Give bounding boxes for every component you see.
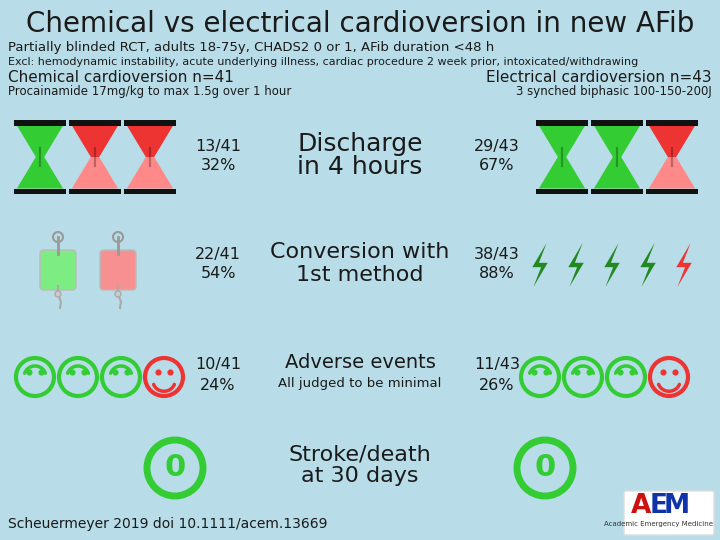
FancyBboxPatch shape <box>40 250 76 290</box>
Bar <box>68 120 121 125</box>
Bar <box>536 120 588 125</box>
Text: 0: 0 <box>534 454 556 483</box>
Polygon shape <box>539 157 585 188</box>
Text: E: E <box>650 493 668 519</box>
Text: Stroke/death: Stroke/death <box>289 444 431 464</box>
Text: Discharge: Discharge <box>297 132 423 156</box>
Polygon shape <box>532 243 548 287</box>
Polygon shape <box>539 125 585 157</box>
Text: 1st method: 1st method <box>296 265 424 285</box>
Text: A: A <box>631 493 651 519</box>
Bar <box>124 120 176 125</box>
Text: 32%: 32% <box>200 158 235 172</box>
Bar <box>68 188 121 194</box>
Text: 29/43: 29/43 <box>474 139 520 154</box>
Polygon shape <box>594 157 640 188</box>
Polygon shape <box>640 243 656 287</box>
Polygon shape <box>17 157 63 188</box>
Polygon shape <box>17 125 63 157</box>
Text: 11/43: 11/43 <box>474 357 520 373</box>
Polygon shape <box>127 157 173 188</box>
Text: Chemical vs electrical cardioversion in new AFib: Chemical vs electrical cardioversion in … <box>26 10 694 38</box>
Text: 54%: 54% <box>200 266 235 280</box>
Text: 24%: 24% <box>200 377 235 393</box>
Text: 88%: 88% <box>479 266 515 280</box>
Text: 67%: 67% <box>480 158 515 172</box>
Text: Chemical cardioversion n=41: Chemical cardioversion n=41 <box>8 71 234 85</box>
Text: 38/43: 38/43 <box>474 247 520 262</box>
Text: at 30 days: at 30 days <box>301 466 419 486</box>
Bar <box>536 188 588 194</box>
Polygon shape <box>72 125 118 157</box>
Text: Excl: hemodynamic instability, acute underlying illness, cardiac procedure 2 wee: Excl: hemodynamic instability, acute und… <box>8 57 638 67</box>
Circle shape <box>115 291 121 297</box>
Text: Electrical cardioversion n=43: Electrical cardioversion n=43 <box>487 71 712 85</box>
Polygon shape <box>676 243 692 287</box>
Bar <box>646 120 698 125</box>
Text: 3 synched biphasic 100-150-200J: 3 synched biphasic 100-150-200J <box>516 84 712 98</box>
Bar <box>590 120 643 125</box>
Polygon shape <box>568 243 584 287</box>
Polygon shape <box>594 125 640 157</box>
Bar <box>124 188 176 194</box>
Text: 10/41: 10/41 <box>195 357 241 373</box>
Circle shape <box>55 291 61 297</box>
Text: in 4 hours: in 4 hours <box>297 155 423 179</box>
Text: 22/41: 22/41 <box>195 247 241 262</box>
Text: Partially blinded RCT, adults 18-75y, CHADS2 0 or 1, AFib duration <48 h: Partially blinded RCT, adults 18-75y, CH… <box>8 42 494 55</box>
Text: Academic Emergency Medicine: Academic Emergency Medicine <box>605 521 714 527</box>
Text: Conversion with: Conversion with <box>270 242 450 262</box>
Text: Procainamide 17mg/kg to max 1.5g over 1 hour: Procainamide 17mg/kg to max 1.5g over 1 … <box>8 84 292 98</box>
Bar <box>646 188 698 194</box>
Polygon shape <box>604 243 620 287</box>
Text: All judged to be minimal: All judged to be minimal <box>279 376 441 389</box>
Text: Scheuermeyer 2019 doi 10.1111/acem.13669: Scheuermeyer 2019 doi 10.1111/acem.13669 <box>8 517 328 531</box>
Polygon shape <box>127 125 173 157</box>
Bar <box>14 120 66 125</box>
Text: 26%: 26% <box>480 377 515 393</box>
Text: 0: 0 <box>164 454 186 483</box>
Bar <box>14 188 66 194</box>
Text: M: M <box>664 493 690 519</box>
Polygon shape <box>649 157 695 188</box>
Text: 13/41: 13/41 <box>195 139 241 154</box>
FancyBboxPatch shape <box>100 250 136 290</box>
Polygon shape <box>72 157 118 188</box>
FancyBboxPatch shape <box>624 491 714 535</box>
Bar <box>590 188 643 194</box>
Text: Adverse events: Adverse events <box>284 354 436 373</box>
Polygon shape <box>649 125 695 157</box>
